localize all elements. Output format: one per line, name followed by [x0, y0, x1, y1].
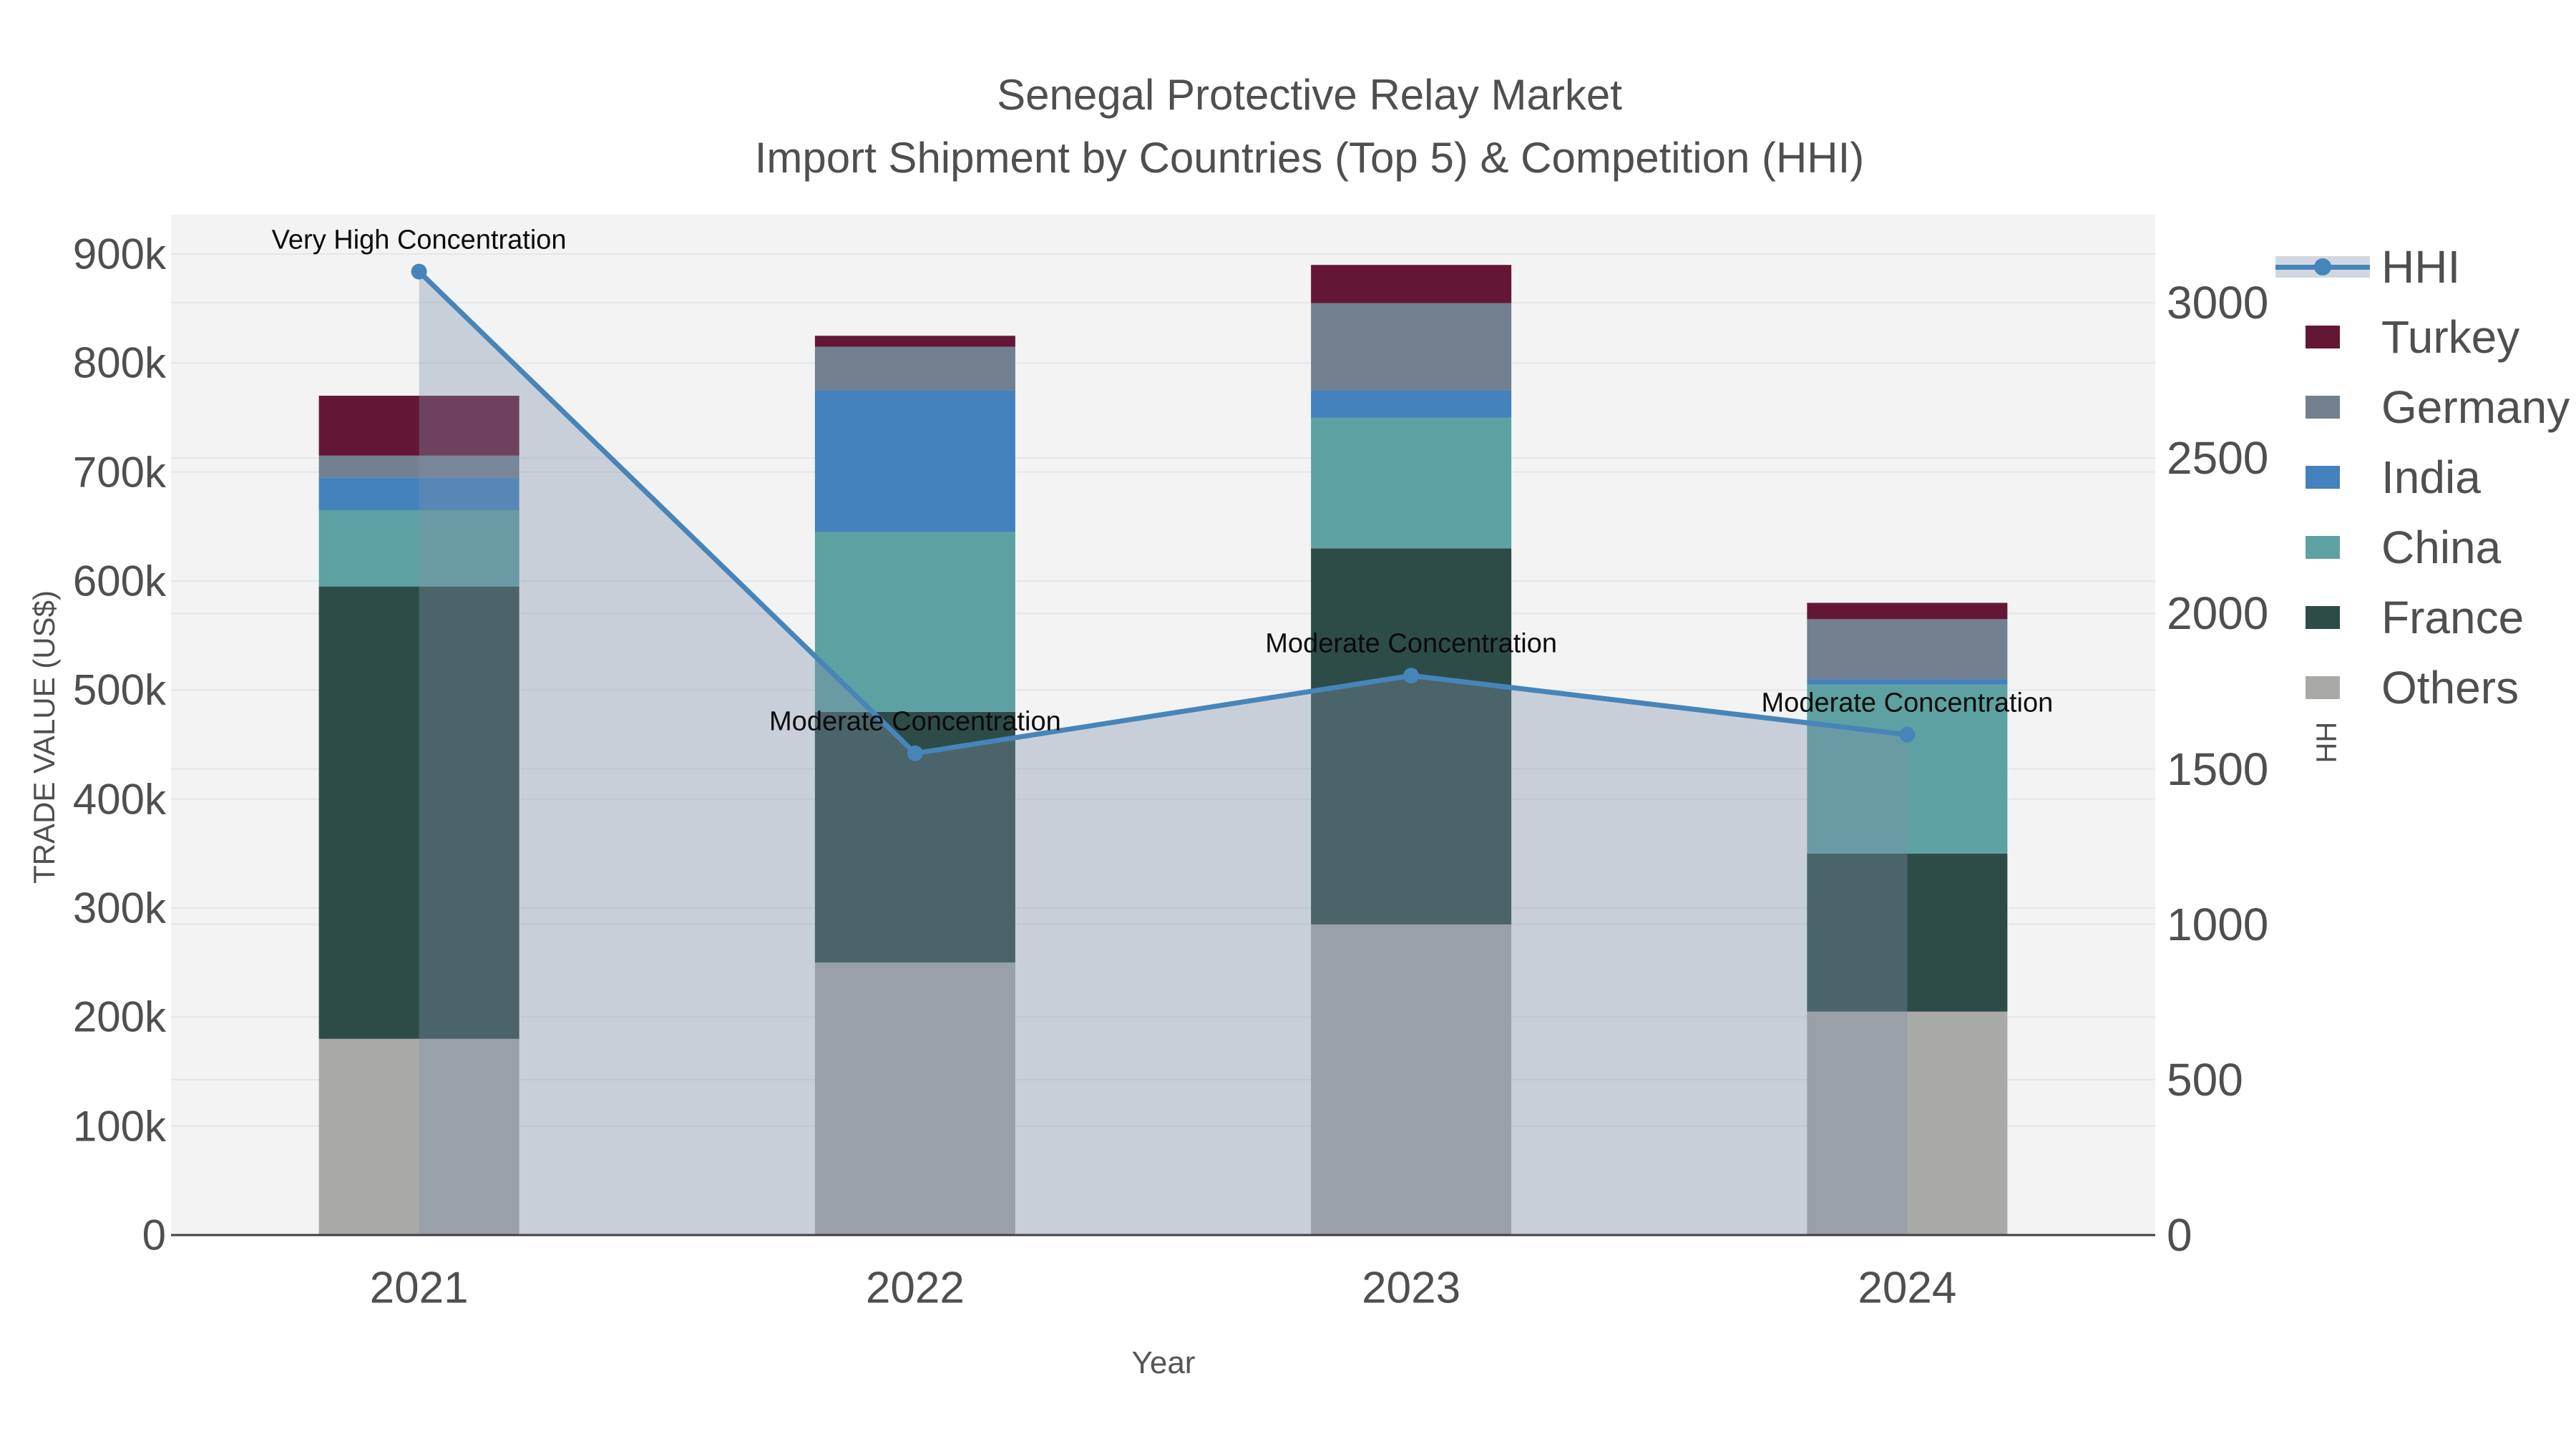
- x-axis-title: Year: [1131, 1345, 1196, 1380]
- india-swatch-icon: [2268, 466, 2377, 489]
- bar-segment-turkey: [814, 336, 1015, 347]
- bar-segment-china: [318, 509, 519, 587]
- france-swatch-icon: [2268, 606, 2377, 629]
- legend-label: HHI: [2381, 241, 2461, 293]
- bar-segment-turkey: [318, 396, 519, 456]
- y-axis-tick-right: 1000: [2167, 898, 2269, 950]
- legend: HHI Turkey Germany India China France Others: [2268, 230, 2576, 724]
- y-axis-tick-right: 1500: [2167, 743, 2269, 795]
- bar-segment-turkey: [1807, 602, 2008, 620]
- y-axis-tick-left: 300k: [72, 884, 166, 932]
- chart-title-line2: Import Shipment by Countries (Top 5) & C…: [754, 134, 1865, 182]
- hhi-marker: [1403, 668, 1420, 684]
- china-swatch-icon: [2268, 536, 2377, 559]
- x-axis-tick: 2022: [865, 1263, 965, 1313]
- bar-segment-germany: [1807, 619, 2008, 680]
- y-axis-tick-left: 800k: [72, 338, 166, 387]
- y-axis-tick-left: 0: [142, 1211, 166, 1259]
- y-axis-tick-right: 2500: [2167, 432, 2269, 484]
- legend-item-others[interactable]: Others: [2268, 653, 2570, 723]
- legend-label: Turkey: [2381, 311, 2520, 363]
- bar-segment-france: [1311, 548, 1512, 924]
- bar-segment-others: [1807, 1011, 2008, 1235]
- hhi-annotation-2021: Very High Concentration: [271, 225, 567, 255]
- legend-item-france[interactable]: France: [2268, 582, 2570, 653]
- hhi-marker: [1899, 726, 1916, 743]
- legend-item-hhi[interactable]: HHI: [2268, 232, 2570, 302]
- hhi-marker: [907, 745, 923, 761]
- bar-segment-china: [1311, 417, 1512, 549]
- legend-item-china[interactable]: China: [2268, 512, 2570, 582]
- y-axis-tick-left: 200k: [72, 992, 166, 1041]
- legend-item-turkey[interactable]: Turkey: [2268, 302, 2570, 372]
- chart-title-line1: Senegal Protective Relay Market: [997, 71, 1622, 119]
- y-axis-tick-left: 400k: [72, 775, 166, 824]
- y-axis-tick-right: 3000: [2167, 277, 2269, 328]
- y-axis-tick-right: 2000: [2167, 587, 2269, 640]
- germany-swatch-icon: [2268, 396, 2377, 419]
- legend-label: India: [2381, 452, 2481, 503]
- bar-segment-germany: [1311, 303, 1512, 391]
- bar-segment-india: [814, 390, 1015, 532]
- x-axis-tick: 2023: [1362, 1263, 1461, 1313]
- bar-segment-india: [318, 477, 519, 510]
- y-axis-tick-left: 700k: [72, 448, 166, 497]
- legend-label: China: [2381, 522, 2502, 573]
- y-axis-tick-left: 900k: [72, 230, 166, 278]
- y-axis-tick-right: 0: [2167, 1209, 2192, 1261]
- hhi-marker: [411, 263, 427, 280]
- bar-segment-france: [318, 586, 519, 1039]
- y-axis-tick-left: 500k: [72, 665, 166, 714]
- hhi-line-legend-icon: [2268, 256, 2377, 278]
- y-axis-tick-left: 600k: [72, 557, 166, 605]
- y-axis-title-left: TRADE VALUE (US$): [27, 590, 61, 884]
- bar-segment-china: [814, 532, 1015, 712]
- bar-segment-india: [1807, 679, 2008, 685]
- bar-segment-others: [814, 962, 1015, 1235]
- legend-item-germany[interactable]: Germany: [2268, 372, 2570, 442]
- y-axis-tick-left: 100k: [72, 1102, 166, 1151]
- legend-label: France: [2381, 592, 2524, 643]
- hhi-annotation-2023: Moderate Concentration: [1265, 628, 1557, 659]
- turkey-swatch-icon: [2268, 326, 2377, 348]
- others-swatch-icon: [2268, 676, 2377, 699]
- x-axis-tick: 2024: [1858, 1263, 1957, 1313]
- bar-segment-france: [1807, 853, 2008, 1012]
- bar-segment-germany: [318, 455, 519, 478]
- hhi-annotation-2024: Moderate Concentration: [1761, 688, 2054, 718]
- legend-item-india[interactable]: India: [2268, 442, 2570, 512]
- hhi-area-fill: [419, 271, 1908, 1236]
- bar-segment-turkey: [1311, 265, 1512, 303]
- hhi-line: [417, 270, 1908, 756]
- bar-segment-others: [1311, 924, 1512, 1235]
- bar-segment-india: [1311, 390, 1512, 418]
- legend-label: Others: [2381, 662, 2519, 713]
- bar-segment-germany: [814, 346, 1015, 391]
- legend-label: Germany: [2381, 381, 2570, 433]
- bar-segment-china: [1807, 684, 2008, 854]
- y-axis-tick-right: 500: [2167, 1053, 2243, 1106]
- bar-segment-others: [318, 1038, 519, 1235]
- x-axis-tick: 2021: [369, 1263, 469, 1313]
- hhi-annotation-2022: Moderate Concentration: [769, 706, 1061, 737]
